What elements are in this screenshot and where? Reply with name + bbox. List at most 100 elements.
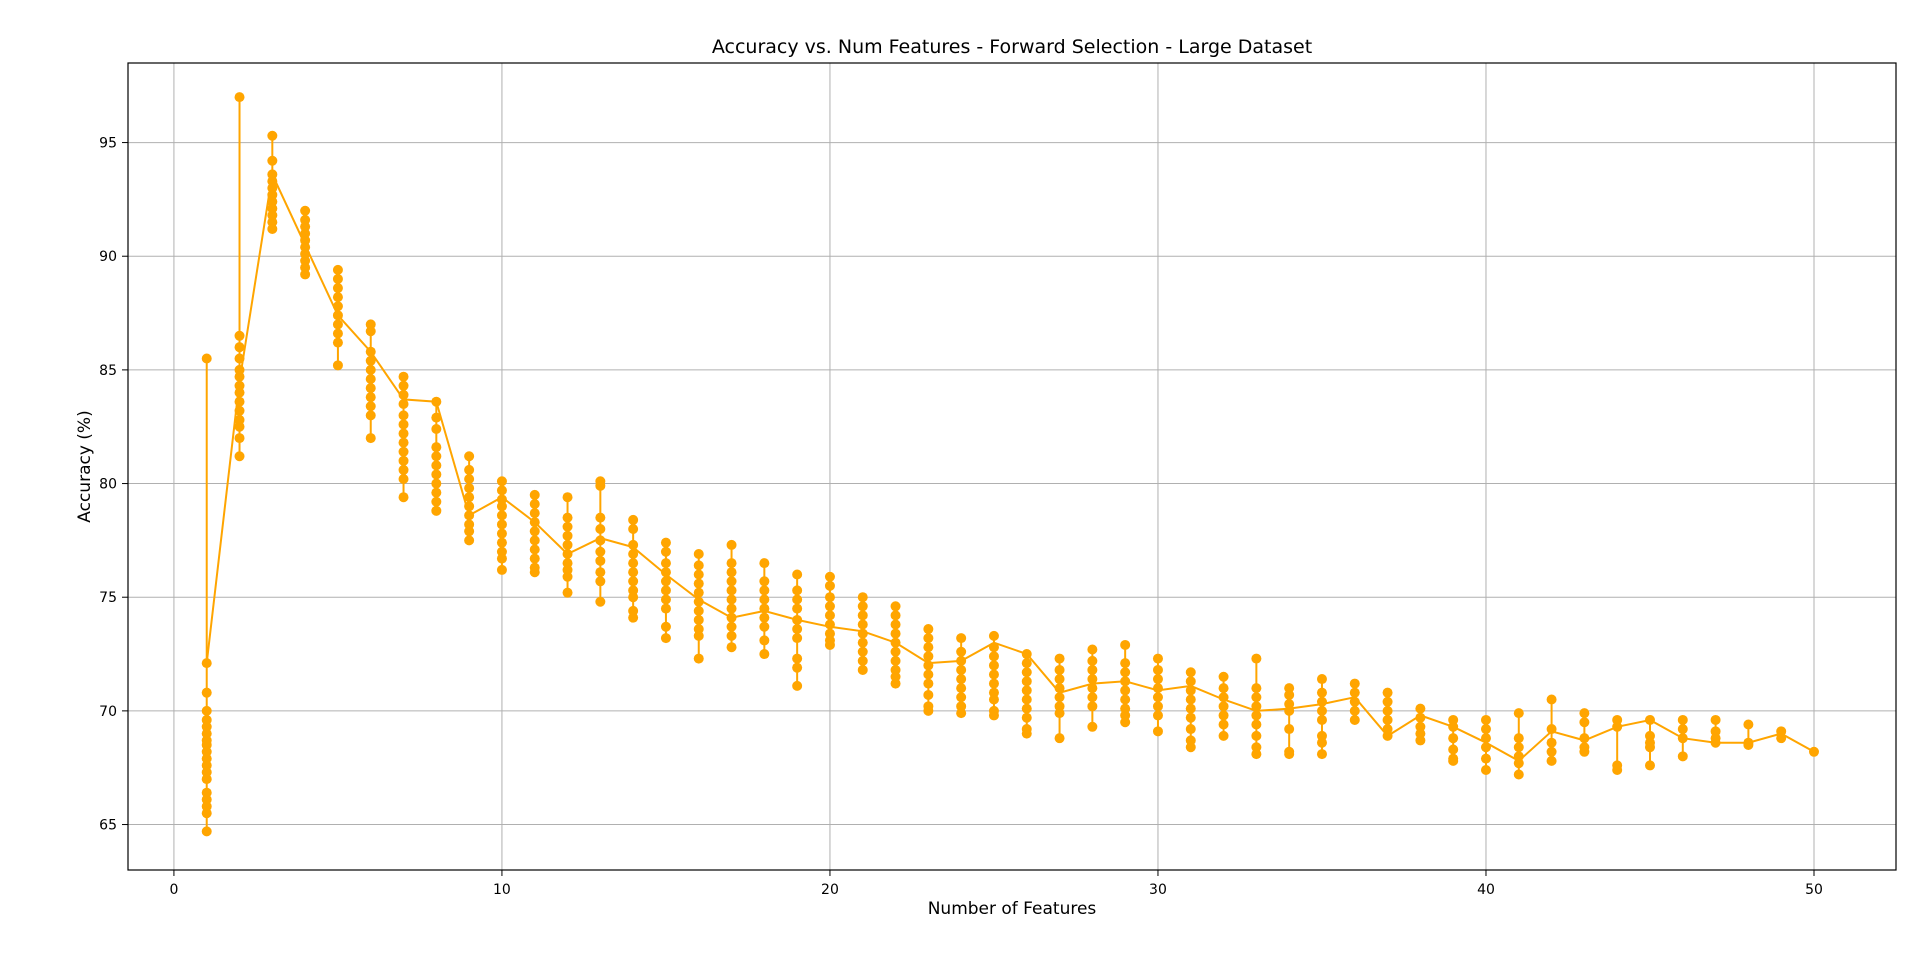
data-point [628,567,639,578]
data-point [1710,737,1721,748]
data-point [988,651,999,662]
data-point [1218,719,1229,730]
x-tick-label: 20 [821,882,839,898]
data-point [1349,696,1360,707]
data-point [431,412,442,423]
data-point [824,639,835,650]
data-point [824,601,835,612]
data-point [792,624,803,635]
data-point [1218,730,1229,741]
data-point [562,587,573,598]
data-point [988,694,999,705]
data-point [1021,703,1032,714]
data-point [628,576,639,587]
data-point [1808,746,1819,757]
data-point [201,774,212,785]
data-point [628,549,639,560]
data-point [988,710,999,721]
data-point [464,501,475,512]
data-point [431,423,442,434]
data-point [792,662,803,673]
data-point [1054,653,1065,664]
y-tick-label: 65 [99,818,117,834]
data-point [1612,764,1623,775]
data-point [693,569,704,580]
data-point [1448,744,1459,755]
data-point [529,535,540,546]
data-point [890,628,901,639]
data-point [595,596,606,607]
data-point [332,301,343,312]
data-point [562,549,573,560]
data-point [759,621,770,632]
data-point [1021,694,1032,705]
data-point [1218,683,1229,694]
data-point [726,567,737,578]
data-point [726,603,737,614]
data-point [792,603,803,614]
data-point [1152,683,1163,694]
data-point [562,512,573,523]
data-point [1382,730,1393,741]
data-point [792,614,803,625]
data-point [431,451,442,462]
data-point [628,558,639,569]
data-point [1284,705,1295,716]
data-point [1054,674,1065,685]
data-point [332,310,343,321]
data-point [1579,708,1590,719]
data-point [1120,667,1131,678]
data-point [1021,728,1032,739]
data-point [726,585,737,596]
data-point [693,549,704,560]
data-point [1316,749,1327,760]
data-point [1349,687,1360,698]
data-point [464,474,475,485]
data-point [1776,733,1787,744]
data-point [1021,667,1032,678]
data-point [923,642,934,653]
data-point [923,651,934,662]
y-tick-label: 95 [99,136,117,152]
data-point [1120,694,1131,705]
data-point [1087,674,1098,685]
data-point [234,396,245,407]
data-point [660,576,671,587]
data-point [1087,701,1098,712]
data-point [201,687,212,698]
data-point [923,660,934,671]
data-point [595,524,606,535]
data-point [496,501,507,512]
data-point [464,483,475,494]
chart-title: Accuracy vs. Num Features - Forward Sele… [712,36,1312,58]
data-point [1185,724,1196,735]
data-point [1316,674,1327,685]
data-point [923,624,934,635]
data-point [1513,708,1524,719]
data-point [398,419,409,430]
data-point [1087,644,1098,655]
data-point [890,646,901,657]
data-point [1579,733,1590,744]
data-point [562,521,573,532]
data-point [1349,705,1360,716]
data-point [759,612,770,623]
data-point [792,680,803,691]
data-point [1120,685,1131,696]
data-point [1382,714,1393,725]
data-point [234,421,245,432]
data-point [1480,764,1491,775]
data-point [332,264,343,275]
data-point [1284,689,1295,700]
data-point [1054,708,1065,719]
x-tick-label: 10 [493,882,511,898]
data-point [1185,667,1196,678]
data-point [726,642,737,653]
data-point [824,610,835,621]
data-point [1152,653,1163,664]
data-point [496,564,507,575]
data-point [1251,692,1262,703]
data-point [529,517,540,528]
data-point [1382,696,1393,707]
data-point [1743,739,1754,750]
